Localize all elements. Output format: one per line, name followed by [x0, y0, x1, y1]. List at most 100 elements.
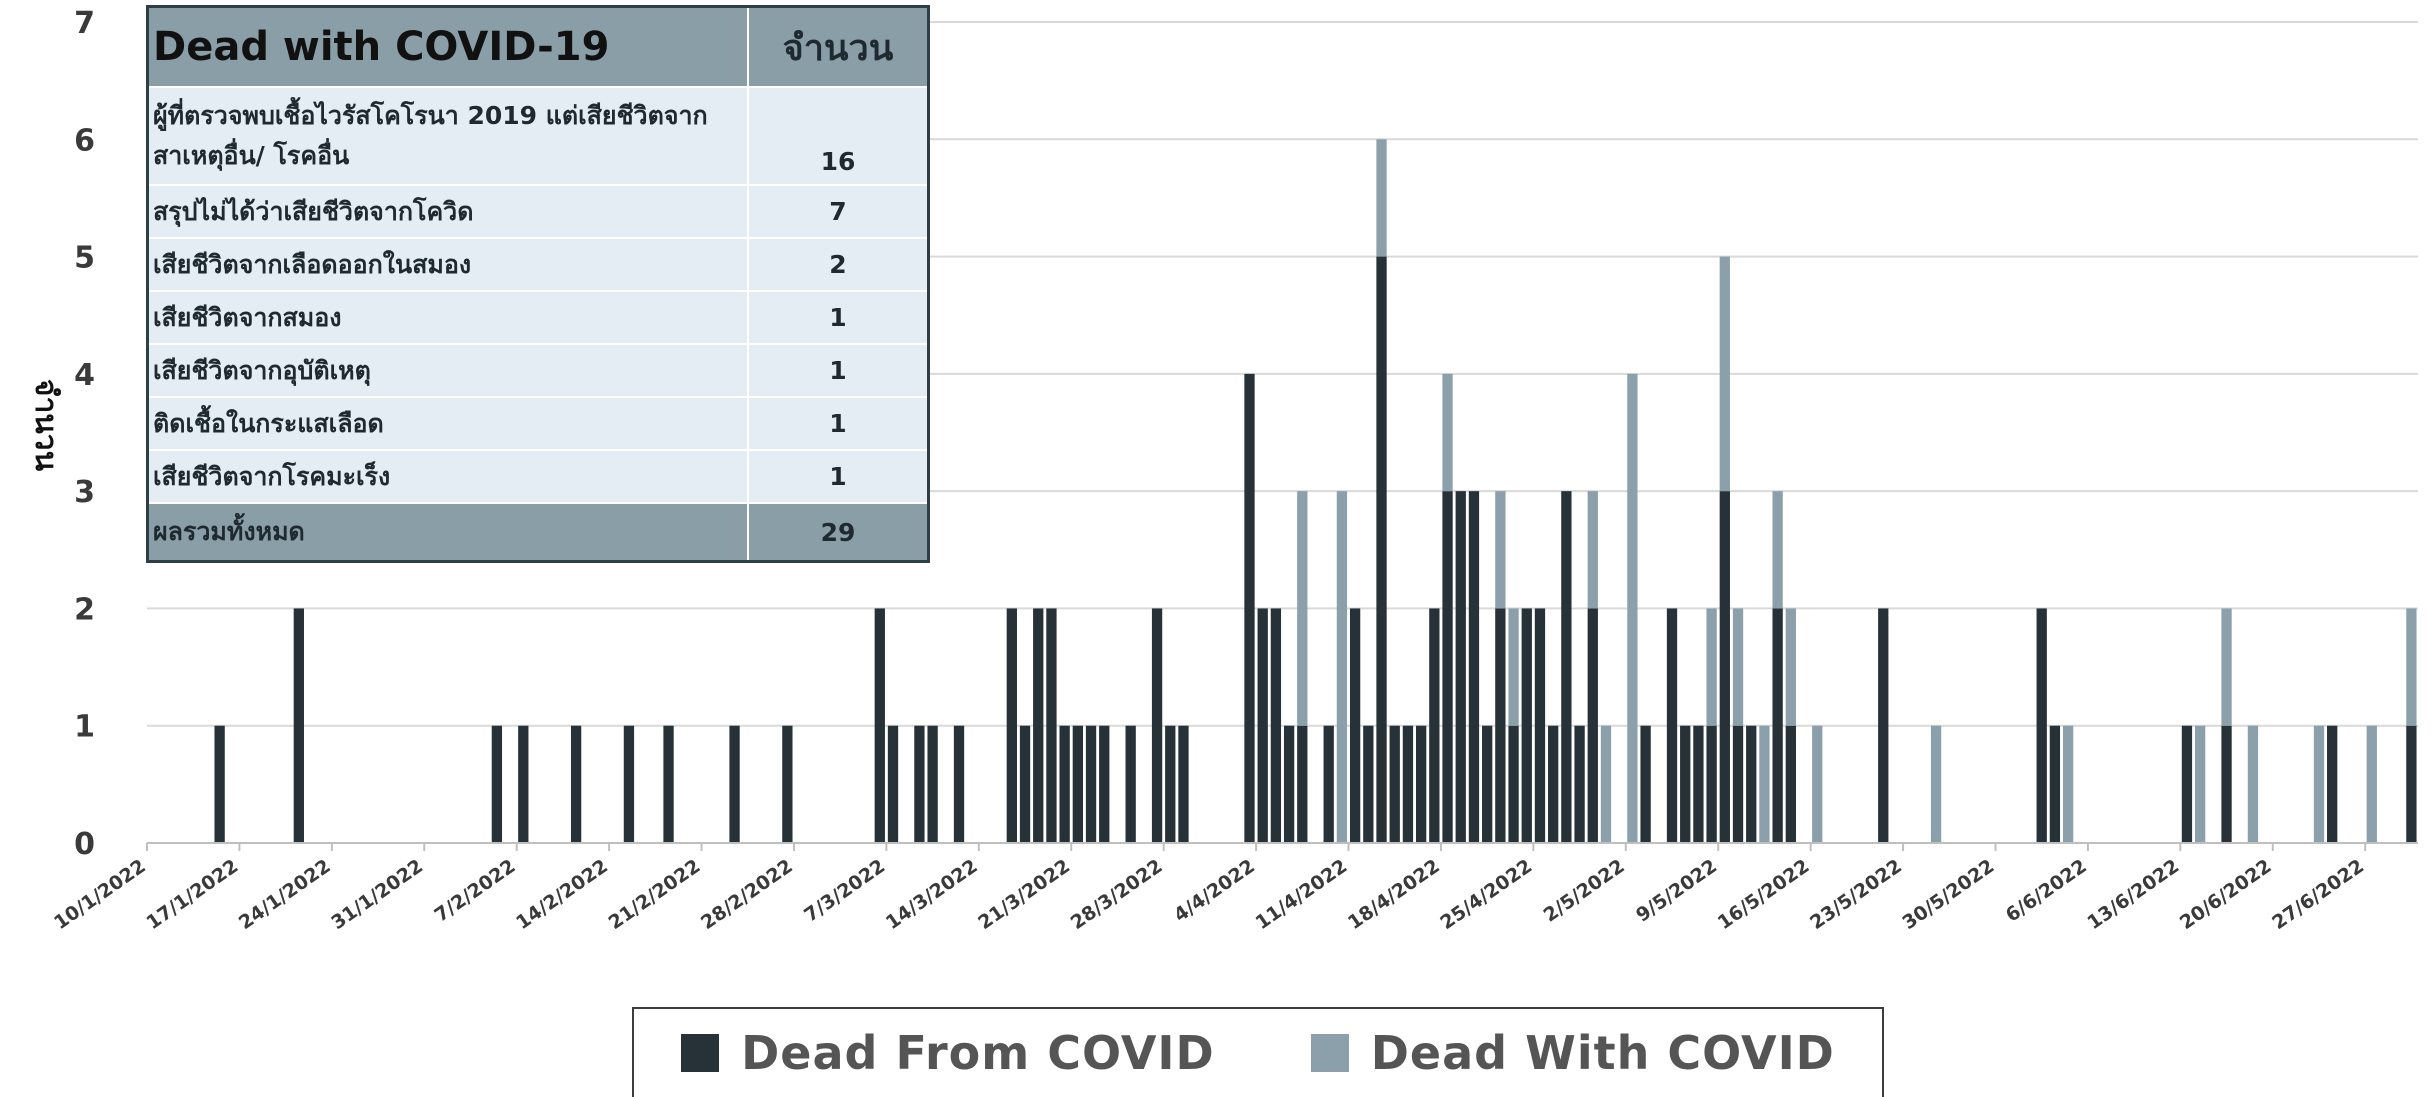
total-value: 29	[747, 502, 930, 563]
total-label: ผลรวมทั้งหมด	[146, 502, 749, 563]
bar-dead-with-covid	[1600, 725, 1612, 843]
bar-dead-from-covid	[1693, 725, 1704, 843]
bar-dead-with-covid	[2247, 725, 2259, 843]
bar-dead-with-covid	[1442, 373, 1453, 492]
bar-dead-from-covid	[1125, 725, 1136, 843]
x-tick-label: 20/6/2022	[2176, 855, 2276, 934]
summary-table-row: ผู้ที่ตรวจพบเชื้อไวรัสโคโรนา 2019 แต่เสี…	[146, 86, 930, 186]
bar-dead-from-covid	[1006, 608, 1017, 843]
x-tick-label: 13/6/2022	[2083, 855, 2183, 934]
row-value: 16	[747, 86, 930, 186]
row-label: เสียชีวิตจากโรคมะเร็ง	[146, 449, 749, 504]
summary-table-total: ผลรวมทั้งหมด 29	[146, 502, 930, 563]
bar-dead-with-covid	[2366, 725, 2377, 843]
bar-dead-with-covid	[1627, 373, 1638, 843]
bar-dead-from-covid	[2049, 725, 2061, 843]
row-label: เสียชีวิตจากอุบัติเหตุ	[146, 343, 749, 398]
bar-dead-from-covid	[953, 725, 965, 843]
y-tick-label: 5	[74, 241, 95, 276]
bar-dead-from-covid	[2181, 725, 2193, 843]
row-value: 1	[747, 290, 930, 345]
y-tick-label: 3	[74, 475, 95, 510]
bar-dead-from-covid	[1878, 608, 1889, 843]
x-tick-label: 6/6/2022	[2002, 855, 2091, 926]
legend-label: Dead With COVID	[1370, 1026, 1835, 1080]
bar-dead-from-covid	[914, 725, 925, 843]
x-tick-label: 16/5/2022	[1714, 855, 1814, 934]
bar-dead-from-covid	[518, 725, 529, 843]
y-tick-label: 0	[74, 827, 95, 862]
bar-dead-from-covid	[782, 725, 793, 843]
row-label: เสียชีวิตจากเลือดออกในสมอง	[146, 237, 749, 292]
row-value: 1	[747, 396, 930, 451]
row-label: ติดเชื้อในกระแสเลือด	[146, 396, 749, 451]
bar-dead-from-covid	[1415, 725, 1427, 843]
x-tick-label: 30/5/2022	[1899, 855, 1999, 934]
bar-dead-from-covid	[1283, 725, 1295, 843]
bar-dead-with-covid	[2221, 608, 2232, 726]
x-tick-label: 25/4/2022	[1436, 855, 1536, 934]
bar-dead-with-covid	[1508, 608, 1519, 726]
legend-swatch-dead-with-covid	[1310, 1034, 1349, 1072]
y-tick-label: 6	[74, 123, 95, 158]
bar-dead-from-covid	[1046, 608, 1057, 843]
bar-dead-from-covid	[1323, 725, 1334, 843]
legend-label: Dead From COVID	[741, 1026, 1215, 1080]
bar-dead-with-covid	[1376, 139, 1387, 257]
summary-table-row: เสียชีวิตจากสมอง 1	[146, 290, 930, 345]
bar-dead-from-covid	[1746, 725, 1757, 843]
bar-dead-from-covid	[293, 608, 304, 843]
bar-dead-with-covid	[1495, 491, 1506, 609]
bar-dead-from-covid	[1732, 725, 1744, 843]
row-value: 7	[747, 184, 930, 239]
row-label: สรุปไม่ได้ว่าเสียชีวิตจากโควิด	[146, 184, 749, 239]
bar-dead-from-covid	[1680, 725, 1691, 843]
bar-dead-from-covid	[1706, 725, 1717, 843]
bar-dead-from-covid	[1719, 491, 1730, 843]
bar-dead-from-covid	[729, 725, 740, 843]
bar-dead-from-covid	[1059, 725, 1070, 843]
bar-dead-from-covid	[1482, 725, 1493, 843]
row-value: 1	[747, 449, 930, 504]
summary-table-count-header: จำนวน	[747, 5, 930, 88]
bar-dead-from-covid	[1033, 608, 1044, 843]
bar-dead-from-covid	[1785, 725, 1796, 843]
summary-table-row: เสียชีวิตจากอุบัติเหตุ 1	[146, 343, 930, 398]
bar-dead-from-covid	[663, 725, 674, 843]
y-tick-label: 2	[74, 592, 95, 627]
x-tick-label: 28/2/2022	[697, 855, 797, 934]
bar-dead-from-covid	[1019, 725, 1031, 843]
bar-dead-from-covid	[1534, 608, 1546, 843]
bar-dead-with-covid	[1812, 725, 1823, 843]
summary-table-row: สรุปไม่ได้ว่าเสียชีวิตจากโควิด 7	[146, 184, 930, 239]
bar-dead-from-covid	[570, 725, 582, 843]
x-tick-label: 21/3/2022	[974, 855, 1074, 934]
bar-dead-from-covid	[214, 725, 225, 843]
x-tick-label: 10/1/2022	[50, 855, 150, 934]
bar-dead-with-covid	[1719, 256, 1730, 492]
summary-table-title: Dead with COVID-19	[146, 5, 749, 88]
bar-dead-from-covid	[491, 725, 503, 843]
bar-dead-from-covid	[1099, 725, 1110, 843]
x-tick-label: 28/3/2022	[1067, 855, 1167, 934]
legend-swatch-dead-from-covid	[681, 1034, 720, 1072]
bar-dead-from-covid	[623, 725, 635, 843]
legend-item-dead-with-covid: Dead With COVID	[1310, 1026, 1835, 1080]
bar-dead-from-covid	[2036, 608, 2047, 843]
bar-dead-from-covid	[1561, 491, 1572, 843]
y-axis: 0 1 2 3 4 5 6 7	[74, 6, 95, 862]
bar-dead-from-covid	[887, 725, 899, 843]
bar-dead-with-covid	[1759, 725, 1770, 843]
bar-dead-with-covid	[2062, 725, 2074, 843]
y-tick-label: 7	[74, 6, 95, 41]
bar-dead-from-covid	[1455, 491, 1466, 843]
bar-dead-from-covid	[1548, 725, 1559, 843]
bar-dead-from-covid	[2221, 725, 2232, 843]
x-tick-label: 11/4/2022	[1252, 855, 1352, 934]
bar-dead-with-covid	[1785, 608, 1796, 726]
summary-table-row: เสียชีวิตจากเลือดออกในสมอง 2	[146, 237, 930, 292]
row-value: 1	[747, 343, 930, 398]
bar-dead-from-covid	[1772, 608, 1783, 843]
row-value: 2	[747, 237, 930, 292]
bar-dead-from-covid	[1376, 256, 1387, 844]
